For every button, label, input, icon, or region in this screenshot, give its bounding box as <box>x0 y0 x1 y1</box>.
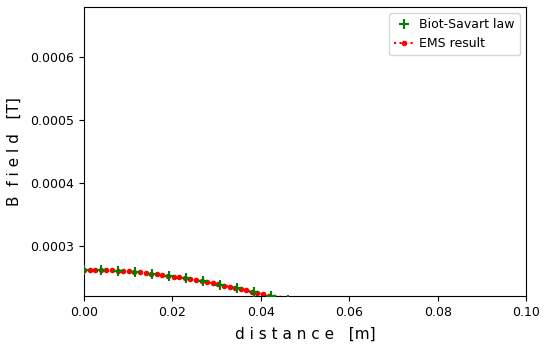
EMS result <box>350 315 356 320</box>
Biot-Savart law <box>115 269 121 273</box>
Biot-Savart law <box>234 286 240 290</box>
Biot-Savart law <box>404 330 410 334</box>
Biot-Savart law <box>166 274 172 278</box>
EMS result <box>383 324 389 328</box>
Biot-Savart law <box>98 268 104 272</box>
Biot-Savart law <box>336 312 342 316</box>
Biot-Savart law <box>421 334 427 338</box>
EMS result <box>473 347 479 349</box>
Biot-Savart law <box>387 325 393 329</box>
Biot-Savart law <box>81 268 88 272</box>
Biot-Savart law <box>370 321 376 325</box>
Biot-Savart law <box>353 316 359 320</box>
Legend: Biot-Savart law, EMS result: Biot-Savart law, EMS result <box>389 13 520 55</box>
Biot-Savart law <box>472 346 479 349</box>
EMS result <box>277 296 283 300</box>
Line: Biot-Savart law: Biot-Savart law <box>79 265 531 349</box>
Biot-Savart law <box>302 303 309 307</box>
Biot-Savart law <box>455 342 461 347</box>
EMS result <box>344 314 350 318</box>
Biot-Savart law <box>319 307 325 311</box>
EMS result <box>81 268 88 272</box>
Biot-Savart law <box>251 290 257 294</box>
Biot-Savart law <box>200 279 206 283</box>
EMS result <box>366 320 373 324</box>
Line: EMS result: EMS result <box>82 268 528 349</box>
Biot-Savart law <box>217 283 223 287</box>
Biot-Savart law <box>438 338 444 342</box>
X-axis label: d i s t a n c e   [m]: d i s t a n c e [m] <box>235 327 375 342</box>
Biot-Savart law <box>149 272 155 276</box>
Y-axis label: B  f i e l d   [T]: B f i e l d [T] <box>7 97 22 206</box>
Biot-Savart law <box>285 298 292 303</box>
Biot-Savart law <box>183 276 189 281</box>
Biot-Savart law <box>268 294 275 298</box>
Biot-Savart law <box>132 270 138 274</box>
